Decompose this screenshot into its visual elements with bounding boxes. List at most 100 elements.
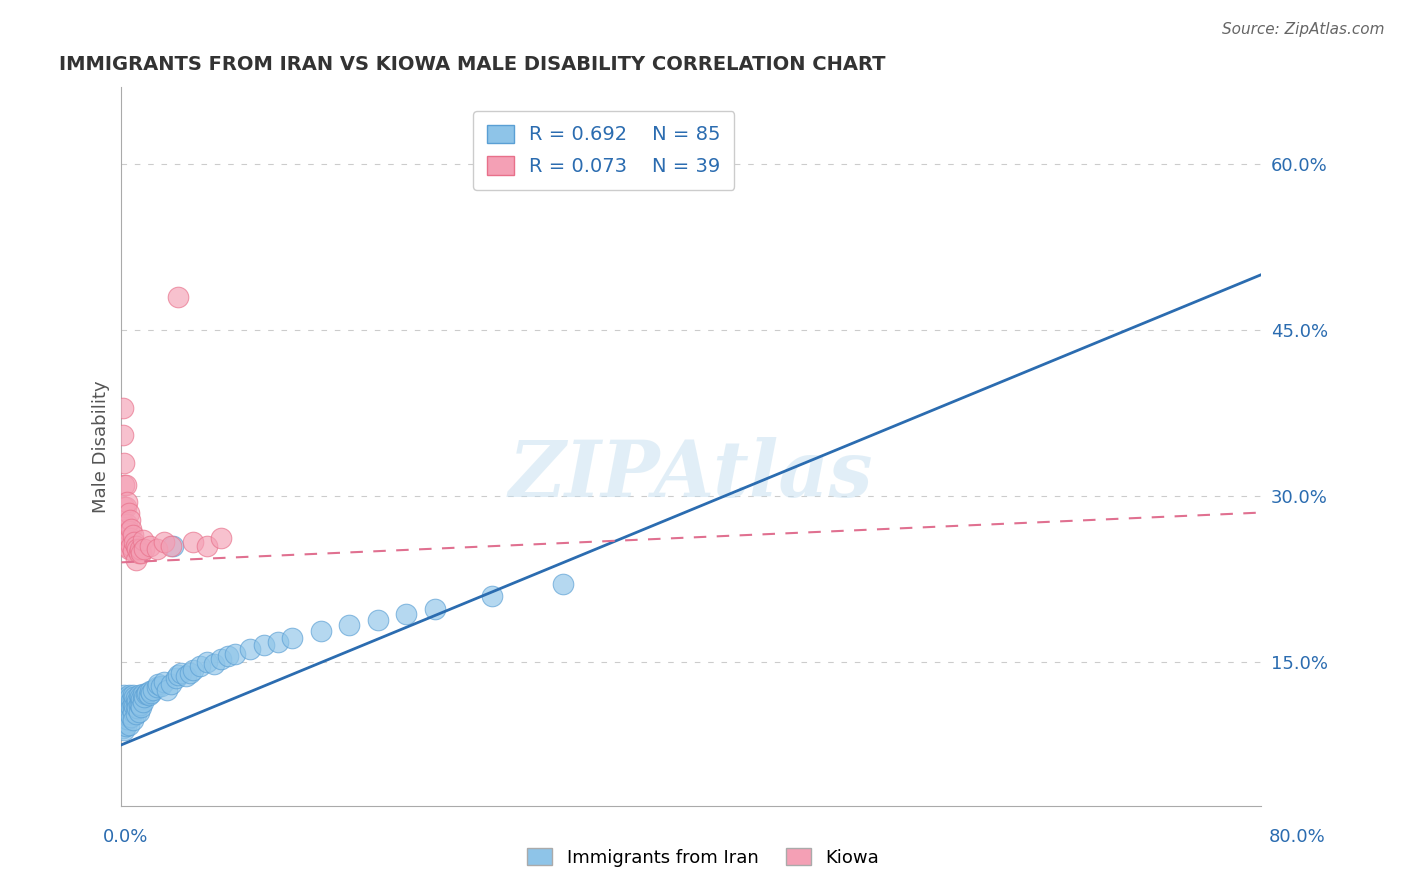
Point: [153, 674, 176, 689]
Y-axis label: Male Disability: Male Disability: [93, 380, 110, 513]
Point: [111, 705, 134, 719]
Point: [120, 522, 142, 536]
Point: [115, 705, 138, 719]
Point: [132, 533, 155, 548]
Point: [121, 705, 143, 719]
Point: [395, 607, 418, 622]
Point: [134, 690, 156, 705]
Point: [114, 500, 136, 514]
Point: [114, 522, 136, 536]
Point: [202, 657, 225, 671]
Point: [112, 500, 135, 514]
Point: [121, 688, 143, 702]
Point: [160, 677, 183, 691]
Point: [115, 712, 138, 726]
Point: [115, 697, 138, 711]
Point: [111, 721, 134, 735]
Point: [481, 589, 503, 603]
Point: [111, 715, 134, 730]
Point: [127, 701, 149, 715]
Point: [128, 705, 150, 719]
Point: [122, 535, 145, 549]
Point: [148, 677, 170, 691]
Point: [114, 719, 136, 733]
Point: [153, 535, 176, 549]
Point: [121, 697, 143, 711]
Point: [121, 527, 143, 541]
Point: [135, 687, 157, 701]
Point: [129, 542, 152, 557]
Point: [117, 710, 139, 724]
Point: [112, 516, 135, 531]
Point: [170, 665, 193, 680]
Point: [253, 638, 276, 652]
Point: [156, 682, 179, 697]
Point: [125, 699, 148, 714]
Point: [115, 516, 138, 531]
Point: [129, 690, 152, 705]
Point: [139, 683, 162, 698]
Text: 80.0%: 80.0%: [1270, 828, 1326, 846]
Point: [127, 693, 149, 707]
Point: [122, 699, 145, 714]
Point: [117, 524, 139, 539]
Text: IMMIGRANTS FROM IRAN VS KIOWA MALE DISABILITY CORRELATION CHART: IMMIGRANTS FROM IRAN VS KIOWA MALE DISAB…: [59, 55, 886, 74]
Point: [118, 531, 141, 545]
Point: [115, 690, 138, 705]
Point: [209, 531, 232, 545]
Point: [118, 706, 141, 721]
Point: [141, 686, 163, 700]
Point: [112, 710, 135, 724]
Point: [112, 715, 135, 730]
Point: [160, 539, 183, 553]
Point: [129, 698, 152, 712]
Point: [114, 701, 136, 715]
Point: [114, 710, 136, 724]
Point: [337, 618, 360, 632]
Point: [120, 693, 142, 707]
Point: [120, 701, 142, 715]
Point: [367, 613, 389, 627]
Point: [162, 539, 184, 553]
Legend: R = 0.692    N = 85, R = 0.073    N = 39: R = 0.692 N = 85, R = 0.073 N = 39: [472, 111, 734, 190]
Point: [120, 710, 142, 724]
Point: [139, 539, 162, 553]
Point: [132, 695, 155, 709]
Point: [179, 665, 201, 680]
Point: [117, 718, 139, 732]
Point: [131, 547, 153, 561]
Point: [117, 688, 139, 702]
Point: [551, 577, 574, 591]
Point: [174, 669, 197, 683]
Point: [120, 539, 142, 553]
Text: 0.0%: 0.0%: [103, 828, 148, 846]
Point: [181, 663, 204, 677]
Point: [136, 686, 159, 700]
Point: [142, 682, 165, 697]
Point: [165, 672, 187, 686]
Point: [112, 478, 135, 492]
Point: [195, 655, 218, 669]
Legend: Immigrants from Iran, Kiowa: Immigrants from Iran, Kiowa: [520, 841, 886, 874]
Point: [117, 702, 139, 716]
Point: [125, 706, 148, 721]
Point: [118, 513, 141, 527]
Point: [121, 544, 143, 558]
Point: [131, 692, 153, 706]
Point: [217, 649, 239, 664]
Point: [281, 631, 304, 645]
Point: [131, 700, 153, 714]
Point: [209, 651, 232, 665]
Point: [132, 687, 155, 701]
Point: [127, 542, 149, 557]
Text: ZIPAtlas: ZIPAtlas: [509, 437, 873, 513]
Point: [112, 699, 135, 714]
Point: [117, 696, 139, 710]
Point: [167, 290, 190, 304]
Point: [267, 635, 290, 649]
Point: [128, 547, 150, 561]
Point: [112, 723, 135, 738]
Point: [146, 542, 169, 557]
Point: [111, 428, 134, 442]
Point: [118, 699, 141, 714]
